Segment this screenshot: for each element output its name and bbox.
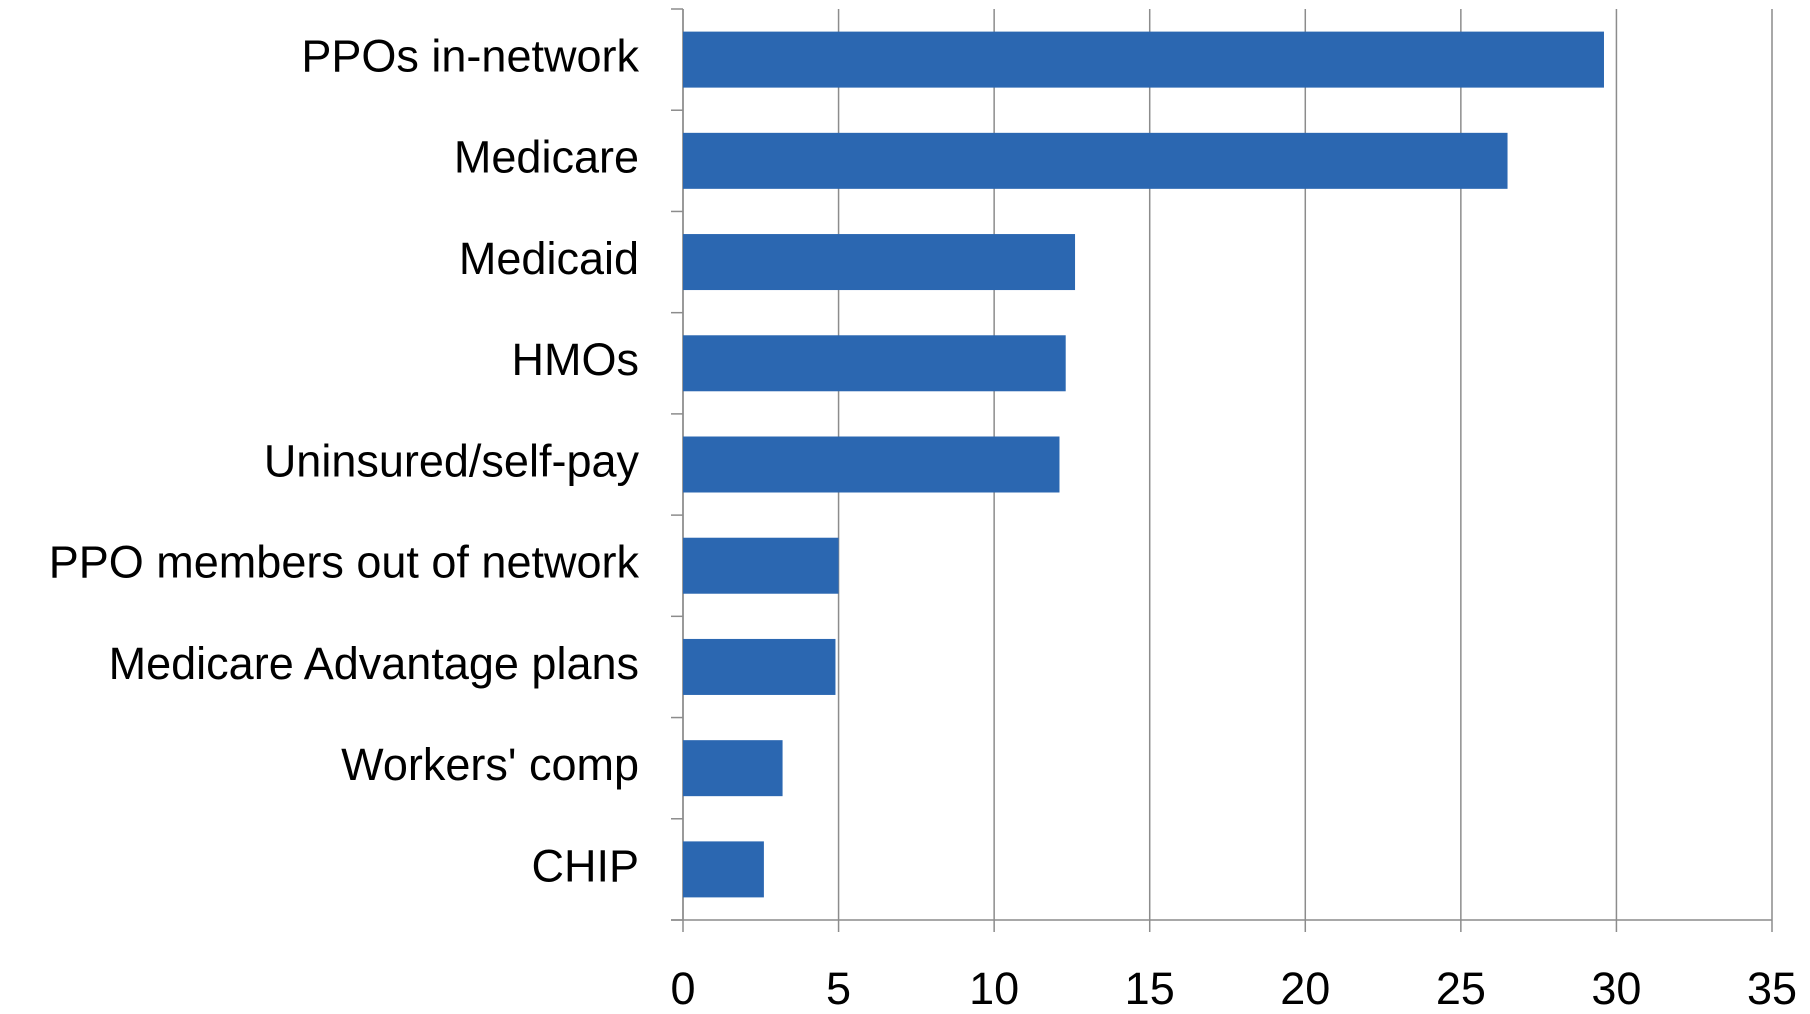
- x-tick-label: 0: [670, 963, 695, 1009]
- y-tick-label: PPO members out of network: [49, 537, 640, 588]
- bar: [683, 234, 1076, 291]
- y-tick-label: Workers' comp: [341, 739, 639, 790]
- x-tick-label: 20: [1280, 963, 1330, 1009]
- x-tick-label: 15: [1125, 963, 1175, 1009]
- y-tick-label: Uninsured/self-pay: [264, 435, 640, 486]
- bar: [683, 841, 764, 898]
- x-tick-label: 10: [969, 963, 1019, 1009]
- y-tick-label: PPOs in-network: [301, 31, 639, 82]
- x-tick-label: 25: [1436, 963, 1486, 1009]
- y-tick-label: Medicare: [454, 132, 639, 183]
- bar: [683, 132, 1508, 189]
- bar: [683, 740, 783, 797]
- bar: [683, 335, 1066, 392]
- bar: [683, 638, 836, 695]
- x-tick-label: 30: [1591, 963, 1641, 1009]
- y-tick-label: Medicare Advantage plans: [109, 638, 639, 689]
- x-tick-label: 5: [826, 963, 851, 1009]
- x-tick-label: 35: [1747, 963, 1797, 1009]
- bar: [683, 436, 1060, 493]
- bar: [683, 537, 839, 594]
- y-tick-label: HMOs: [512, 334, 640, 385]
- bar: [683, 31, 1604, 88]
- y-tick-label: Medicaid: [459, 233, 639, 284]
- y-tick-label: CHIP: [531, 840, 639, 891]
